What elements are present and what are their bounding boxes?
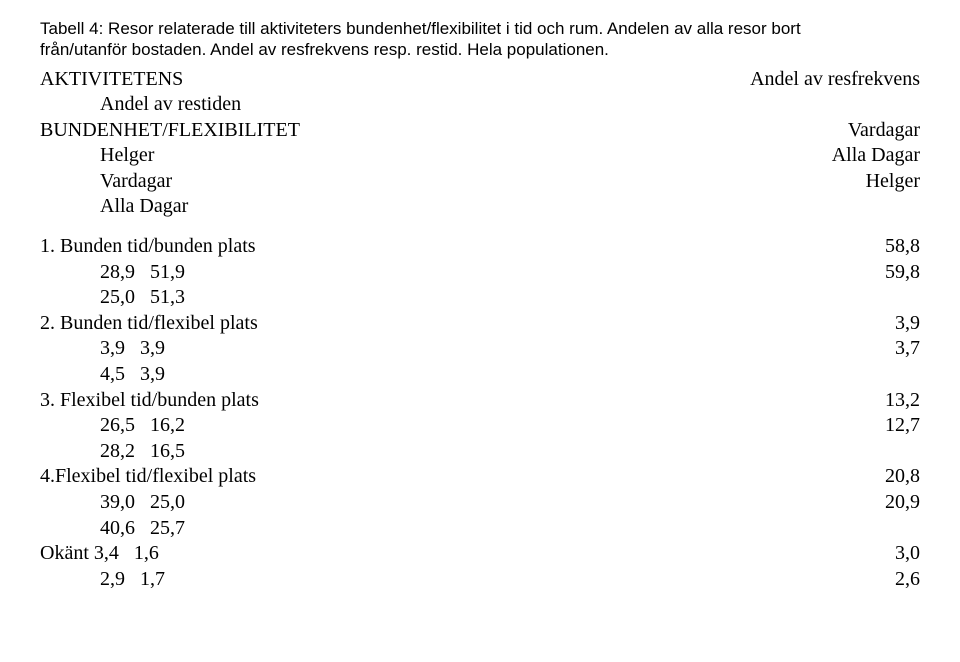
r4-sub1: 39,0 25,0	[40, 490, 185, 516]
r1-right1: 58,8	[720, 234, 920, 260]
caption-line1: Tabell 4: Resor relaterade till aktivite…	[40, 19, 801, 38]
data-row-3b: 26,5 16,2 12,7	[40, 413, 920, 439]
r1-right2: 59,8	[720, 260, 920, 286]
header-row-6: Alla Dagar	[40, 194, 920, 220]
header-row-3: BUNDENHET/FLEXIBILITET Vardagar	[40, 118, 920, 144]
r2-right2: 3,7	[720, 336, 920, 362]
header-right-2	[720, 92, 920, 118]
header-row-1: AKTIVITETENS Andel av resfrekvens	[40, 67, 920, 93]
header-row-5: Vardagar Helger	[40, 169, 920, 195]
header-left-4: Helger	[40, 143, 154, 169]
data-row-1a: 1. Bunden tid/bunden plats 58,8	[40, 234, 920, 260]
r5-right2: 2,6	[720, 567, 920, 593]
table-caption: Tabell 4: Resor relaterade till aktivite…	[40, 18, 920, 61]
r4-right2: 20,9	[720, 490, 920, 516]
header-right-4: Alla Dagar	[720, 143, 920, 169]
r3-sub1: 26,5 16,2	[40, 413, 185, 439]
data-row-5b: 2,9 1,7 2,6	[40, 567, 920, 593]
header-row-4: Helger Alla Dagar	[40, 143, 920, 169]
r4-label: 4.Flexibel tid/flexibel plats	[40, 464, 256, 490]
header-left-5: Vardagar	[40, 169, 172, 195]
r1-sub1: 28,9 51,9	[40, 260, 185, 286]
header-right-1: Andel av resfrekvens	[720, 67, 920, 93]
r1-sub2: 25,0 51,3	[40, 285, 185, 311]
r3-sub2: 28,2 16,5	[40, 439, 185, 465]
r1-empty	[720, 285, 920, 311]
r5-right1: 3,0	[720, 541, 920, 567]
header-right-6	[720, 194, 920, 220]
header-left-3: BUNDENHET/FLEXIBILITET	[40, 118, 300, 144]
data-row-2a: 2. Bunden tid/flexibel plats 3,9	[40, 311, 920, 337]
gap	[40, 220, 920, 234]
data-row-5a: Okänt 3,4 1,6 3,0	[40, 541, 920, 567]
r2-label: 2. Bunden tid/flexibel plats	[40, 311, 258, 337]
data-row-1c: 25,0 51,3	[40, 285, 920, 311]
r4-empty	[720, 516, 920, 542]
data-row-4c: 40,6 25,7	[40, 516, 920, 542]
r5-sub1: 2,9 1,7	[40, 567, 165, 593]
data-row-4b: 39,0 25,0 20,9	[40, 490, 920, 516]
header-left-1: AKTIVITETENS	[40, 67, 183, 93]
r4-sub2: 40,6 25,7	[40, 516, 185, 542]
r3-label: 3. Flexibel tid/bunden plats	[40, 388, 259, 414]
r2-right1: 3,9	[720, 311, 920, 337]
header-right-3: Vardagar	[720, 118, 920, 144]
r3-empty	[720, 439, 920, 465]
data-row-4a: 4.Flexibel tid/flexibel plats 20,8	[40, 464, 920, 490]
r3-right1: 13,2	[720, 388, 920, 414]
r4-right1: 20,8	[720, 464, 920, 490]
data-row-1b: 28,9 51,9 59,8	[40, 260, 920, 286]
data-row-3a: 3. Flexibel tid/bunden plats 13,2	[40, 388, 920, 414]
r5-label: Okänt 3,4 1,6	[40, 541, 159, 567]
page: Tabell 4: Resor relaterade till aktivite…	[0, 0, 960, 592]
data-row-3c: 28,2 16,5	[40, 439, 920, 465]
header-right-5: Helger	[720, 169, 920, 195]
r2-empty	[720, 362, 920, 388]
r2-sub1: 3,9 3,9	[40, 336, 165, 362]
header-left-2: Andel av restiden	[40, 92, 241, 118]
document-body: AKTIVITETENS Andel av resfrekvens Andel …	[40, 67, 920, 593]
r2-sub2: 4,5 3,9	[40, 362, 165, 388]
data-row-2c: 4,5 3,9	[40, 362, 920, 388]
header-row-2: Andel av restiden	[40, 92, 920, 118]
caption-line2: från/utanför bostaden. Andel av resfrekv…	[40, 40, 609, 59]
header-left-6: Alla Dagar	[40, 194, 188, 220]
data-row-2b: 3,9 3,9 3,7	[40, 336, 920, 362]
r1-label: 1. Bunden tid/bunden plats	[40, 234, 256, 260]
r3-right2: 12,7	[720, 413, 920, 439]
